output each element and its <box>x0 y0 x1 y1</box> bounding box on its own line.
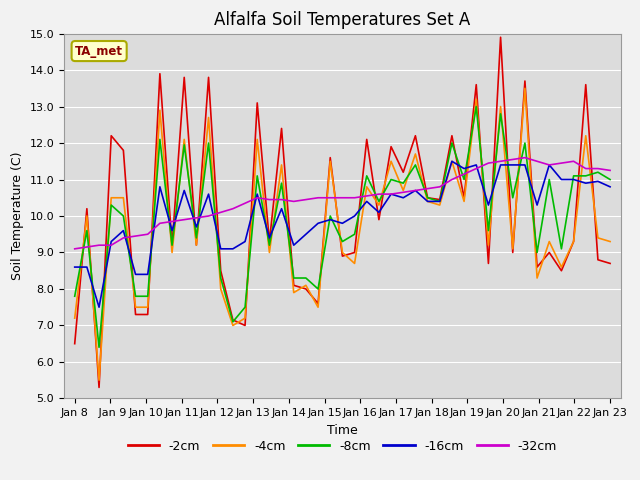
Legend: -2cm, -4cm, -8cm, -16cm, -32cm: -2cm, -4cm, -8cm, -16cm, -32cm <box>123 435 562 458</box>
Title: Alfalfa Soil Temperatures Set A: Alfalfa Soil Temperatures Set A <box>214 11 470 29</box>
X-axis label: Time: Time <box>327 424 358 437</box>
Text: TA_met: TA_met <box>75 45 123 58</box>
Y-axis label: Soil Temperature (C): Soil Temperature (C) <box>11 152 24 280</box>
